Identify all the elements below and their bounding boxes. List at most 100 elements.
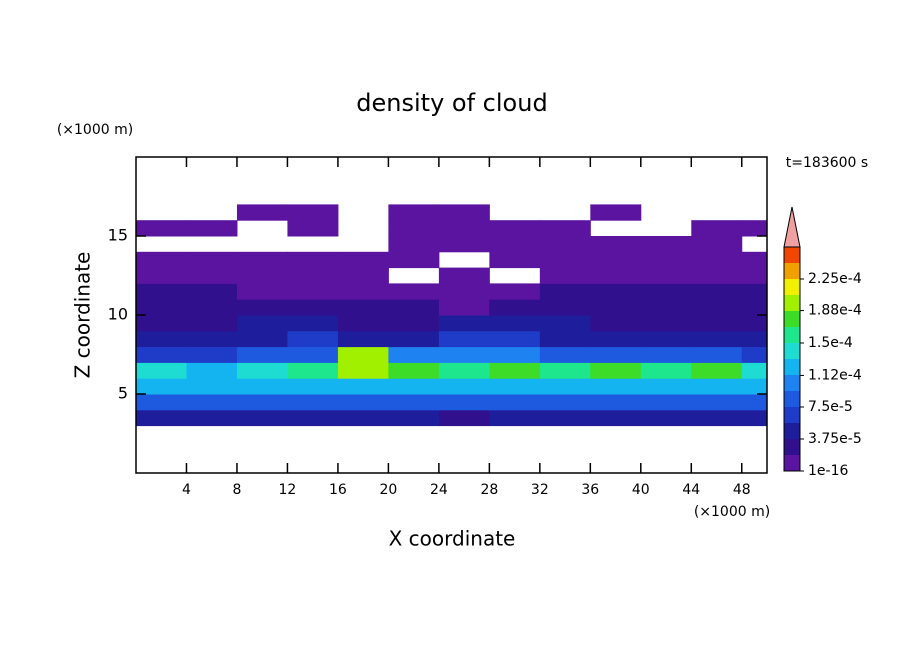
contour-cell bbox=[236, 204, 288, 221]
contour-cell bbox=[236, 267, 288, 284]
contour-cell bbox=[741, 220, 767, 237]
contour-cell bbox=[590, 299, 642, 316]
contour-cell bbox=[539, 236, 591, 253]
contour-cell bbox=[590, 204, 642, 221]
x-axis-label: X coordinate bbox=[389, 527, 516, 551]
x-tick-label: 12 bbox=[279, 482, 297, 498]
contour-cell bbox=[489, 283, 541, 300]
colorbar-band bbox=[784, 343, 800, 359]
contour-cell bbox=[539, 362, 591, 379]
contour-field bbox=[136, 204, 767, 427]
contour-cell bbox=[186, 220, 238, 237]
contour-cell bbox=[136, 394, 187, 411]
contour-cell bbox=[438, 299, 490, 316]
contour-cell bbox=[236, 362, 288, 379]
contour-cell bbox=[287, 220, 339, 237]
contour-cell bbox=[640, 283, 692, 300]
contour-cell bbox=[186, 299, 238, 316]
contour-cell bbox=[136, 299, 187, 316]
x-tick-label: 36 bbox=[581, 482, 599, 498]
colorbar-band bbox=[784, 439, 800, 455]
contour-cell bbox=[186, 315, 238, 332]
contour-cell bbox=[388, 378, 440, 395]
contour-cell bbox=[640, 236, 692, 253]
contour-cell bbox=[741, 346, 767, 363]
contour-cell bbox=[640, 315, 692, 332]
contour-cell bbox=[539, 267, 591, 284]
colorbar-tick-label: 3.75e-5 bbox=[808, 431, 862, 447]
colorbar-band bbox=[784, 295, 800, 311]
contour-cell bbox=[186, 394, 238, 411]
contour-cell bbox=[741, 283, 767, 300]
contour-cell bbox=[287, 283, 339, 300]
contour-cell bbox=[691, 330, 743, 348]
contour-cell bbox=[741, 409, 767, 427]
contour-cell bbox=[438, 346, 490, 363]
contour-cell bbox=[438, 362, 490, 379]
contour-cell bbox=[186, 346, 238, 363]
x-tick-label: 20 bbox=[379, 482, 397, 498]
contour-cell bbox=[236, 346, 288, 363]
contour-cell bbox=[388, 251, 440, 269]
x-unit: (×1000 m) bbox=[694, 504, 770, 520]
contour-cell bbox=[640, 378, 692, 395]
contour-cell bbox=[489, 251, 541, 269]
contour-cell bbox=[438, 378, 490, 395]
contour-cell bbox=[186, 378, 238, 395]
contour-cell bbox=[640, 330, 692, 348]
contour-cell bbox=[438, 267, 490, 284]
contour-cell bbox=[691, 267, 743, 284]
contour-cell bbox=[388, 346, 440, 363]
contour-cell bbox=[539, 394, 591, 411]
contour-cell bbox=[489, 220, 541, 237]
contour-cell bbox=[186, 251, 238, 269]
colorbar-tick-label: 1e-16 bbox=[808, 463, 848, 479]
contour-cell bbox=[287, 409, 339, 427]
contour-cell bbox=[136, 315, 187, 332]
colorbar-frame bbox=[783, 246, 801, 472]
contour-cell bbox=[337, 362, 389, 379]
y-unit: (×1000 m) bbox=[57, 122, 133, 138]
contour-cell bbox=[590, 251, 642, 269]
contour-cell bbox=[337, 267, 389, 284]
contour-cell bbox=[236, 330, 288, 348]
contour-cell bbox=[691, 220, 743, 237]
colorbar-band bbox=[784, 391, 800, 407]
x-tick-label: 32 bbox=[531, 482, 549, 498]
contour-cell bbox=[691, 283, 743, 300]
contour-cell bbox=[539, 378, 591, 395]
contour-cell bbox=[136, 283, 187, 300]
contour-cell bbox=[337, 283, 389, 300]
contour-cell bbox=[590, 267, 642, 284]
y-tick-label: 5 bbox=[118, 384, 128, 403]
contour-cell bbox=[287, 330, 339, 348]
contour-cell bbox=[640, 394, 692, 411]
contour-cell bbox=[539, 315, 591, 332]
contour-cell bbox=[691, 409, 743, 427]
contour-cell bbox=[236, 409, 288, 427]
contour-cell bbox=[388, 283, 440, 300]
contour-cell bbox=[186, 330, 238, 348]
contour-cell bbox=[287, 378, 339, 395]
contour-cell bbox=[590, 346, 642, 363]
x-tick-label: 24 bbox=[430, 482, 448, 498]
contour-cell bbox=[438, 236, 490, 253]
contour-cell bbox=[741, 315, 767, 332]
contour-cell bbox=[489, 236, 541, 253]
contour-cell bbox=[691, 362, 743, 379]
contour-cell bbox=[287, 251, 339, 269]
colorbar-band bbox=[784, 455, 800, 471]
contour-cell bbox=[388, 394, 440, 411]
contour-cell bbox=[741, 378, 767, 395]
colorbar-band bbox=[784, 247, 800, 263]
contour-cell bbox=[438, 283, 490, 300]
contour-cell bbox=[741, 251, 767, 269]
contour-cell bbox=[539, 330, 591, 348]
colorbar-band bbox=[784, 359, 800, 375]
contour-cell bbox=[136, 330, 187, 348]
x-tick-label: 16 bbox=[329, 482, 347, 498]
contour-cell bbox=[539, 251, 591, 269]
contour-cell bbox=[590, 283, 642, 300]
contour-cell bbox=[741, 330, 767, 348]
